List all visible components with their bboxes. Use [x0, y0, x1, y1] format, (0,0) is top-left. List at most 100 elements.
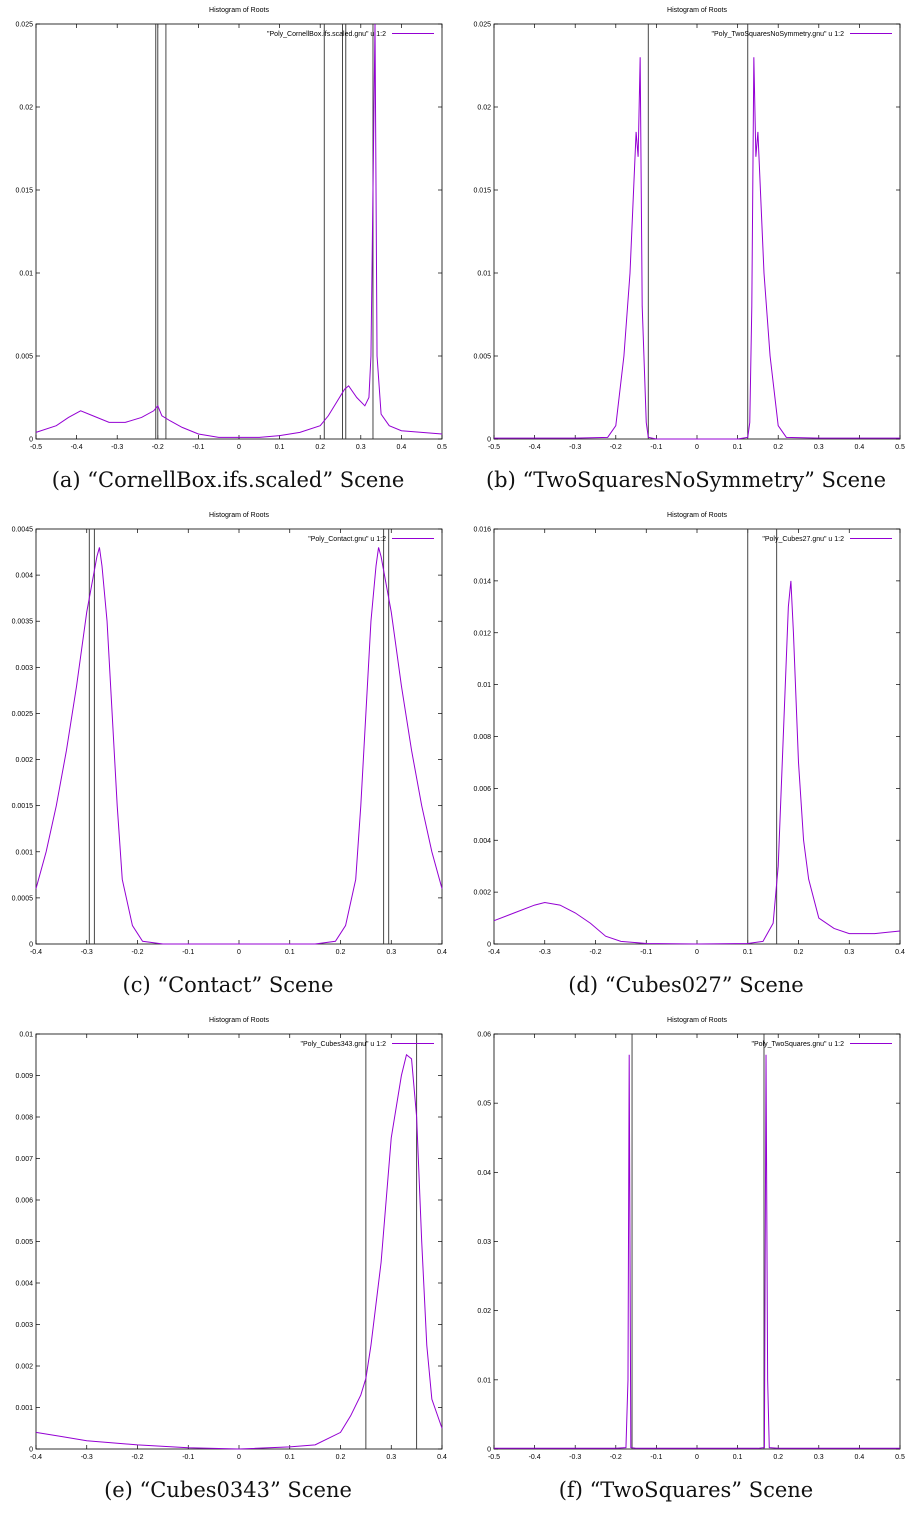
x-tick-label: -0.2	[152, 444, 164, 451]
y-tick-label: 0.004	[15, 1281, 33, 1288]
legend-label: "Poly_CornellBox.ifs.scaled.gnu" u 1:2	[267, 31, 386, 38]
x-tick-label: -0.5	[488, 444, 500, 451]
x-tick-label: 0	[237, 1454, 241, 1461]
x-tick-label: -0.4	[529, 1454, 541, 1461]
y-tick-label: 0.008	[473, 734, 491, 741]
x-tick-label: -0.4	[30, 949, 42, 956]
x-tick-label: 0.3	[844, 949, 854, 956]
legend-label: "Poly_Cubes27.gnu" u 1:2	[762, 536, 844, 543]
x-tick-label: 0.3	[356, 444, 366, 451]
x-tick-label: -0.2	[610, 1454, 622, 1461]
y-tick-label: 0.005	[473, 354, 491, 361]
x-tick-label: 0.2	[336, 1454, 346, 1461]
x-tick-label: -0.5	[488, 1454, 500, 1461]
x-tick-label: -0.3	[569, 1454, 581, 1461]
y-tick-label: 0.0005	[12, 895, 34, 902]
plot-frame	[35, 23, 443, 440]
x-tick-label: 0.2	[336, 949, 346, 956]
y-tick-label: 0.01	[477, 271, 491, 278]
chart-svg: Histogram of Roots 0 0.001 0.002 0.003 0.004 0…	[15, 1017, 447, 1461]
y-tick-label: 0.001	[15, 849, 33, 856]
figure-caption: (c) “Contact” Scene	[122, 973, 334, 997]
y-tick-label: 0.03	[477, 1239, 491, 1246]
x-tick-label: 0.5	[895, 1454, 905, 1461]
y-tick-label: 0.012	[473, 630, 491, 637]
histogram-series-line	[35, 547, 443, 945]
chart-title: Histogram of Roots	[667, 1017, 727, 1024]
y-tick-label: 0	[29, 437, 33, 444]
x-tick-label: 0.4	[397, 444, 407, 451]
chart-panel-2: Histogram of Roots 0 0.005 0.01 0.015 0.02 0.0…	[458, 0, 913, 505]
histogram-series-line	[35, 23, 443, 438]
y-tick-label: 0.003	[15, 1322, 33, 1329]
x-tick-label: -0.4	[30, 1454, 42, 1461]
y-tick-label: 0.02	[477, 105, 491, 112]
x-tick-label: 0.3	[814, 1454, 824, 1461]
x-tick-label: -0.4	[71, 444, 83, 451]
y-tick-label: 0.007	[15, 1156, 33, 1163]
x-tick-label: 0.4	[855, 444, 865, 451]
y-tick-label: 0	[487, 942, 491, 949]
y-tick-label: 0.0045	[12, 527, 34, 534]
y-tick-label: 0.025	[15, 22, 33, 29]
legend-label: "Poly_Contact.gnu" u 1:2	[308, 536, 386, 543]
y-tick-label: 0.005	[15, 1239, 33, 1246]
y-tick-label: 0.006	[473, 786, 491, 793]
x-tick-label: -0.1	[192, 444, 204, 451]
x-tick-label: -0.4	[529, 444, 541, 451]
x-tick-label: 0	[237, 444, 241, 451]
x-tick-label: -0.4	[488, 949, 500, 956]
y-tick-label: 0.01	[477, 682, 491, 689]
x-tick-label: -0.2	[131, 1454, 143, 1461]
chart-title: Histogram of Roots	[209, 7, 269, 14]
x-tick-label: -0.3	[81, 949, 93, 956]
y-tick-label: 0.002	[15, 757, 33, 764]
y-tick-label: 0.016	[473, 527, 491, 534]
y-tick-label: 0	[487, 1447, 491, 1454]
x-tick-label: 0.3	[814, 444, 824, 451]
chart-title: Histogram of Roots	[667, 7, 727, 14]
chart-title: Histogram of Roots	[209, 1017, 269, 1024]
x-tick-label: -0.3	[569, 444, 581, 451]
chart-title: Histogram of Roots	[667, 512, 727, 519]
y-tick-label: 0.006	[15, 1198, 33, 1205]
y-tick-label: 0.004	[15, 573, 33, 580]
y-tick-label: 0.05	[477, 1101, 491, 1108]
x-tick-label: -0.3	[111, 444, 123, 451]
x-tick-label: 0.2	[773, 1454, 783, 1461]
x-tick-label: 0.1	[285, 1454, 295, 1461]
x-tick-label: 0.4	[437, 949, 447, 956]
histogram-series-line	[35, 1053, 443, 1450]
plot-frame	[493, 1033, 901, 1450]
y-tick-label: 0.002	[473, 890, 491, 897]
y-tick-label: 0.0025	[12, 711, 34, 718]
chart-panel-6: Histogram of Roots 0 0.01 0.02 0.03 0.04 0.05 0…	[458, 1010, 913, 1515]
figure-caption: (e) “Cubes0343” Scene	[104, 1478, 352, 1502]
y-tick-label: 0.002	[15, 1364, 33, 1371]
x-tick-label: 0.4	[855, 1454, 865, 1461]
x-tick-label: 0.2	[794, 949, 804, 956]
y-tick-label: 0.004	[473, 838, 491, 845]
x-tick-label: 0.1	[275, 444, 285, 451]
x-tick-label: 0.5	[437, 444, 447, 451]
x-tick-label: -0.5	[30, 444, 42, 451]
y-tick-label: 0.009	[15, 1073, 33, 1080]
y-tick-label: 0	[29, 1447, 33, 1454]
plot-frame	[35, 528, 443, 945]
legend-label: "Poly_Cubes343.gnu" u 1:2	[300, 1041, 386, 1048]
chart-panel-1: Histogram of Roots 0 0.005 0.01 0.015 0.02 0.0…	[0, 0, 456, 505]
y-tick-label: 0.014	[473, 578, 491, 585]
x-tick-label: 0.1	[733, 444, 743, 451]
x-tick-label: 0.1	[285, 949, 295, 956]
x-tick-label: -0.2	[131, 949, 143, 956]
y-tick-label: 0.015	[473, 188, 491, 195]
x-tick-label: 0.2	[773, 444, 783, 451]
x-tick-label: 0	[695, 444, 699, 451]
x-tick-label: 0.3	[386, 1454, 396, 1461]
histogram-series-line	[494, 57, 900, 440]
x-tick-label: -0.1	[182, 949, 194, 956]
y-tick-label: 0.003	[15, 665, 33, 672]
x-tick-label: -0.1	[182, 1454, 194, 1461]
y-tick-label: 0.001	[15, 1405, 33, 1412]
plot-frame	[493, 528, 901, 945]
